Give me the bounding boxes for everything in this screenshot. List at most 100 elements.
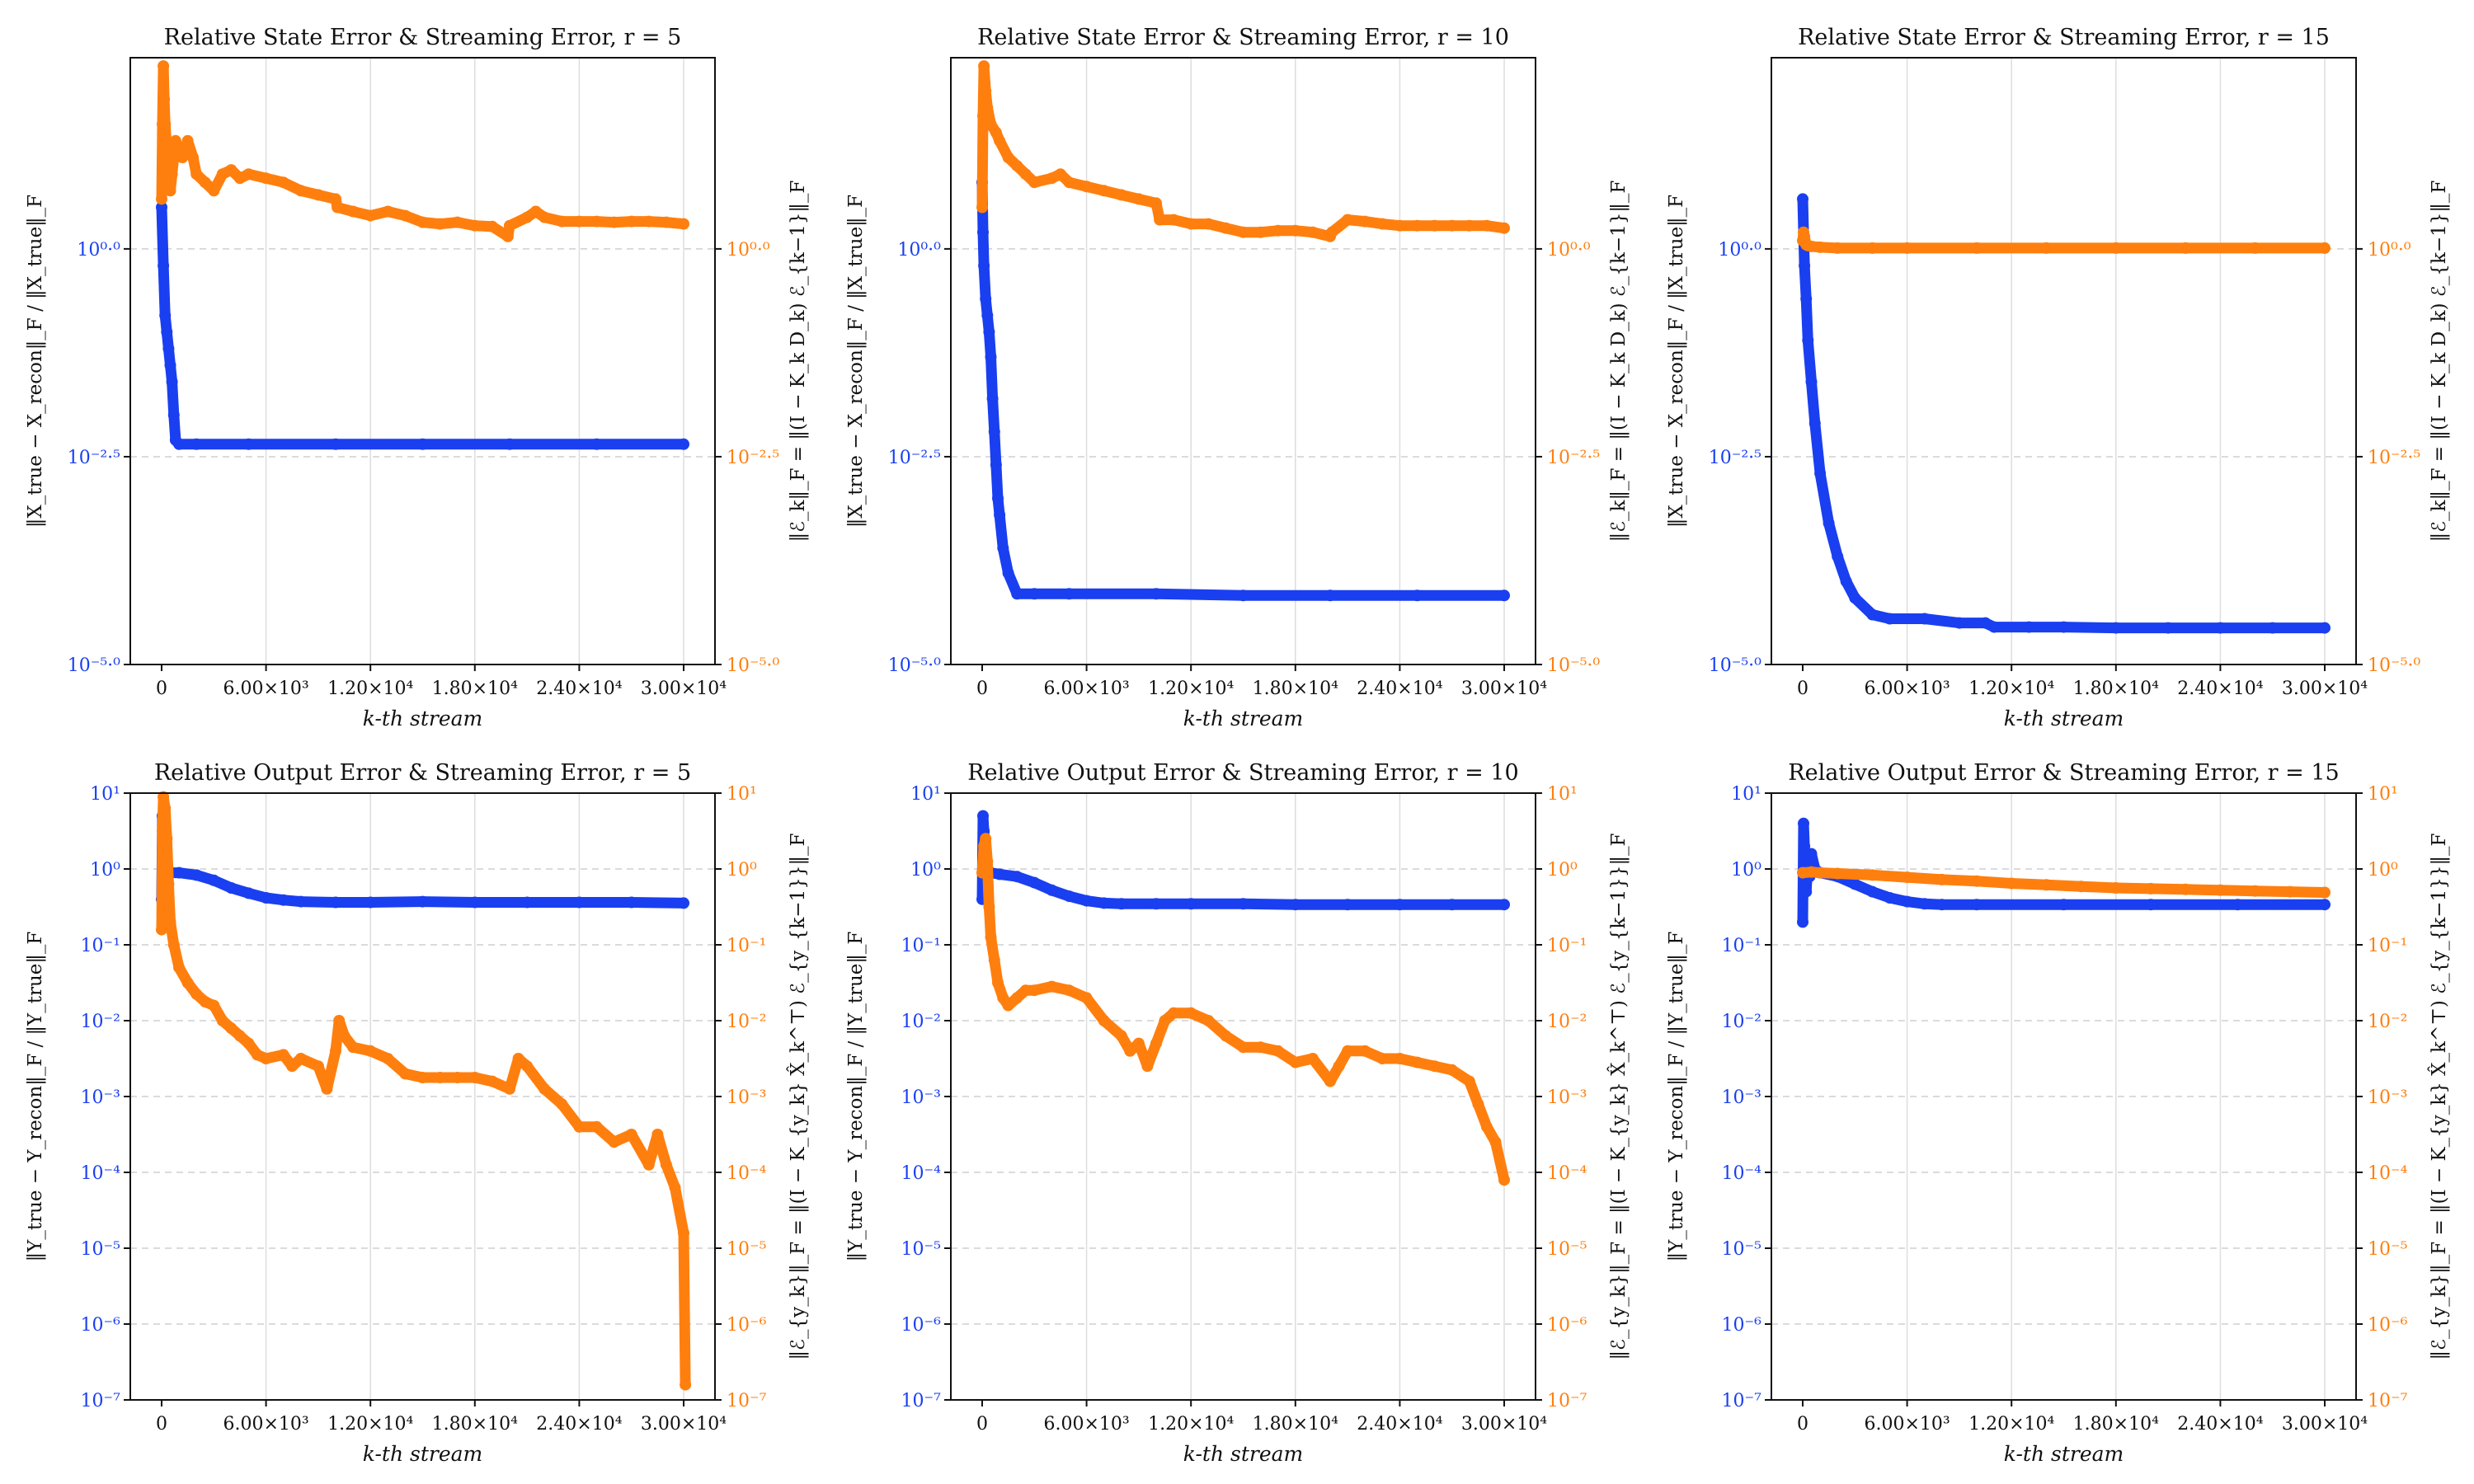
- data-point-stream: [680, 1378, 692, 1391]
- y-tick-label-left: 10⁻²: [1722, 1012, 1761, 1032]
- data-point-stream: [162, 878, 175, 890]
- data-point-state: [1446, 899, 1458, 911]
- data-point-stream: [992, 977, 1004, 989]
- data-point-state: [365, 896, 377, 909]
- x-tick-label: 6.00×10³: [1864, 1414, 1950, 1435]
- data-point-stream: [233, 172, 246, 185]
- data-point-state: [573, 896, 586, 909]
- x-tick-label: 2.40×10⁴: [2177, 679, 2263, 699]
- data-point-stream: [1046, 980, 1058, 993]
- x-tick-label: 6.00×10³: [223, 679, 308, 699]
- data-point-stream: [556, 1098, 568, 1111]
- data-point-stream: [159, 118, 172, 130]
- data-point-state: [1011, 588, 1023, 600]
- x-tick-label: 1.80×10⁴: [432, 679, 518, 699]
- data-point-stream: [1832, 867, 1844, 880]
- data-point-stream: [176, 152, 189, 163]
- data-point-state: [985, 351, 997, 363]
- data-point-stream: [1376, 218, 1389, 230]
- data-point-stream: [190, 168, 203, 181]
- data-point-stream: [1002, 999, 1014, 1012]
- data-point-stream: [1428, 1060, 1441, 1073]
- data-point-state: [1800, 885, 1813, 898]
- data-point-stream: [2214, 884, 2227, 896]
- data-point-stream: [1394, 219, 1406, 232]
- y-tick-label-left: 10⁻⁷: [901, 1391, 942, 1411]
- data-point-state: [1150, 588, 1162, 600]
- data-point-state: [590, 438, 603, 450]
- data-point-stream: [1306, 226, 1319, 238]
- data-point-state: [1150, 898, 1162, 910]
- data-point-stream: [2040, 242, 2053, 254]
- data-point-state: [2214, 622, 2227, 634]
- data-point-stream: [1814, 241, 1827, 253]
- data-point-stream: [312, 1060, 324, 1073]
- data-point-state: [1342, 899, 1354, 911]
- data-point-state: [166, 376, 178, 388]
- chart-title: Relative State Error & Streaming Error, …: [164, 25, 682, 50]
- data-point-stream: [1866, 869, 1879, 881]
- data-point-state: [167, 409, 180, 421]
- data-point-state: [1797, 193, 1808, 205]
- data-point-stream: [1254, 226, 1267, 238]
- y-tick-label-left: 10⁻²·⁵: [68, 448, 120, 468]
- data-point-stream: [1463, 1075, 1475, 1087]
- data-point-stream: [985, 118, 997, 130]
- x-tick-label: 1.80×10⁴: [432, 1414, 518, 1435]
- data-point-stream: [1446, 219, 1458, 232]
- series-state: [156, 810, 689, 909]
- data-point-stream: [330, 1045, 341, 1057]
- x-axis-label: k-th stream: [363, 1442, 482, 1466]
- series-line-state: [976, 176, 1510, 601]
- x-tick-label: 6.00×10³: [1043, 679, 1129, 699]
- chart-panel-p6: 0 6.00×10³ 1.20×10⁴ 1.80×10⁴ 2.40×10⁴ 3.00×10…: [1666, 760, 2450, 1466]
- data-point-stream: [590, 215, 603, 228]
- data-point-state: [1832, 550, 1844, 562]
- data-point-stream: [529, 205, 542, 218]
- data-point-state: [1798, 817, 1809, 829]
- data-point-stream: [2006, 877, 2018, 890]
- y-tick-label-left: 10⁻⁶: [1722, 1315, 1762, 1336]
- data-point-state: [1823, 517, 1835, 529]
- y-tick-label-right: 10⁻⁷: [2368, 1391, 2408, 1411]
- data-point-state: [1802, 334, 1814, 346]
- data-point-stream: [678, 1227, 689, 1239]
- data-point-state: [1901, 895, 1913, 908]
- x-tick-label: 2.40×10⁴: [1357, 679, 1442, 699]
- data-point-state: [1498, 589, 1510, 602]
- data-point-state: [2058, 621, 2070, 633]
- x-axis-label: k-th stream: [1183, 1442, 1303, 1466]
- data-point-stream: [242, 168, 255, 181]
- y-axis-label-left: ‖X_true − X_recon‖_F / ‖X_true‖_F: [1666, 195, 1687, 528]
- data-point-stream: [521, 1060, 534, 1073]
- data-point-stream: [161, 833, 173, 845]
- plot-frame: [950, 57, 1536, 665]
- data-point-stream: [994, 134, 1006, 147]
- data-point-stream: [512, 1053, 524, 1064]
- data-point-state: [2319, 899, 2331, 911]
- y-tick-label-right: 10⁻⁵·⁰: [1547, 655, 1600, 676]
- x-tick-label: 2.40×10⁴: [536, 679, 622, 699]
- y-tick-label-right: 10⁰·⁰: [1547, 240, 1591, 261]
- data-point-stream: [1489, 1136, 1502, 1148]
- data-point-stream: [556, 215, 568, 228]
- data-point-stream: [347, 205, 360, 218]
- data-point-stream: [1814, 866, 1827, 879]
- data-point-stream: [242, 1037, 255, 1050]
- chart-panel-p5: 0 6.00×10³ 1.20×10⁴ 1.80×10⁴ 2.40×10⁴ 3.00×10…: [845, 760, 1630, 1466]
- data-point-state: [330, 896, 341, 909]
- data-point-stream: [1289, 224, 1301, 237]
- data-point-stream: [451, 216, 463, 228]
- data-point-stream: [1359, 1045, 1371, 1057]
- data-point-state: [162, 342, 175, 355]
- data-point-stream: [208, 999, 220, 1012]
- data-point-stream: [416, 1072, 429, 1083]
- data-point-stream: [521, 211, 534, 223]
- data-point-state: [1805, 848, 1818, 860]
- y-tick-label-right: 10¹: [2368, 784, 2398, 805]
- series-line-state: [156, 202, 689, 450]
- data-point-stream: [1115, 189, 1127, 201]
- data-point-stream: [225, 164, 238, 176]
- y-tick-label-left: 10⁰: [910, 860, 941, 881]
